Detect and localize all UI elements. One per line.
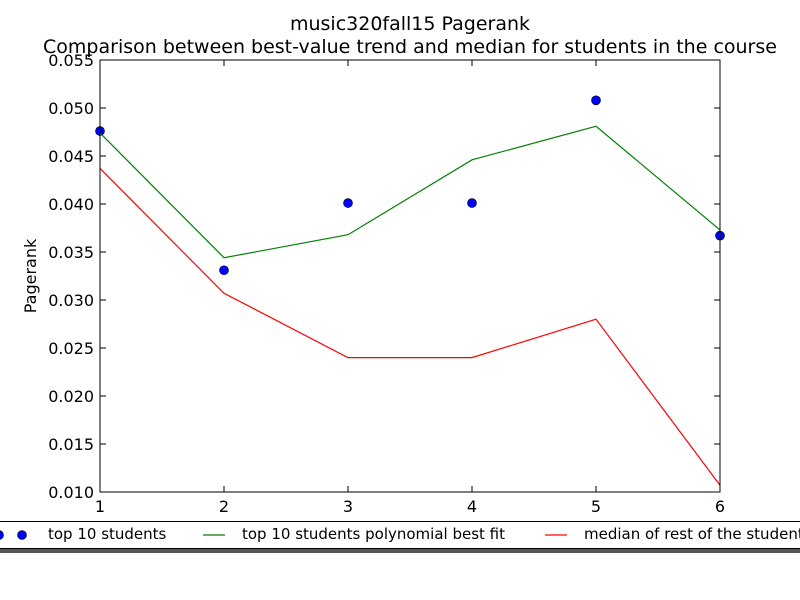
x-tick-label: 3 [343, 497, 353, 516]
y-tick-label: 0.040 [48, 195, 94, 214]
series-line-2 [99, 168, 721, 486]
y-tick-label: 0.035 [48, 243, 94, 262]
x-tick-label: 4 [467, 497, 477, 516]
legend-marker-dots [0, 530, 27, 540]
legend-label: top 10 students [48, 525, 167, 543]
series-layer [95, 95, 725, 486]
data-point [219, 265, 229, 276]
y-tick-label: 0.015 [48, 435, 94, 454]
y-tick-label: 0.020 [48, 387, 94, 406]
tick-layer: 1 2 3 4 5 6 0.010 0.015 0.020 0.025 0.030 0.035 0.04… [48, 51, 725, 516]
data-point [591, 95, 601, 106]
legend-marker-line [545, 534, 567, 536]
data-point [343, 198, 353, 208]
chart-subtitle: Comparison between best-value trend and … [43, 36, 777, 58]
legend-marker-line [203, 534, 225, 536]
legend-label: median of rest of the students [584, 525, 800, 543]
chart-title: music320fall15 Pagerank [289, 13, 531, 35]
y-tick-label: 0.055 [48, 51, 94, 70]
y-axis-label: Pagerank [21, 238, 40, 313]
data-point [467, 198, 477, 208]
y-tick-label: 0.050 [48, 99, 94, 118]
x-tick-label: 2 [219, 497, 229, 516]
legend-label: top 10 students polynomial best fit [242, 525, 506, 543]
y-tick-label: 0.045 [48, 147, 94, 166]
y-tick-label: 0.010 [48, 483, 94, 502]
y-tick-label: 0.030 [48, 291, 94, 310]
y-tick-label: 0.025 [48, 339, 94, 358]
x-tick-label: 6 [715, 497, 725, 516]
x-tick-label: 5 [591, 497, 601, 516]
series-line-1 [99, 125, 721, 259]
plot-frame [99, 59, 721, 493]
x-tick-label: 1 [95, 497, 105, 516]
legend: top 10 students top 10 students polynomi… [0, 521, 800, 549]
